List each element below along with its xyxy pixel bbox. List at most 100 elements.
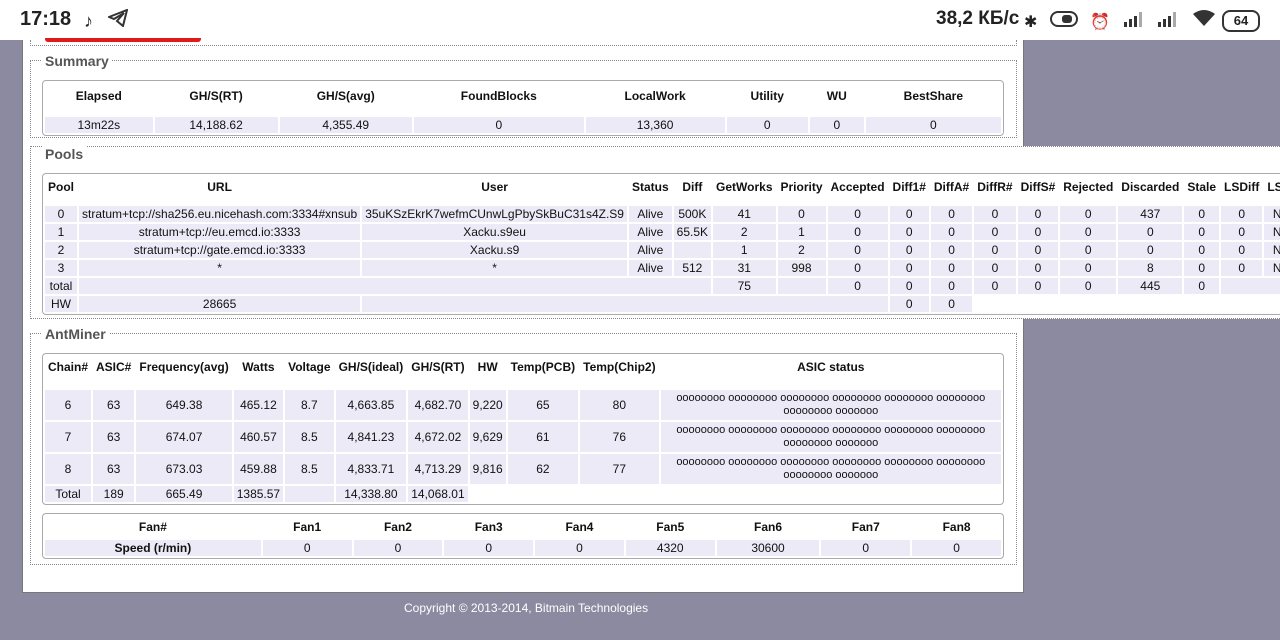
summary-cell: 14,188.62 <box>154 117 278 133</box>
pools-cell: 0 <box>1017 224 1059 240</box>
summary-cell: 0 <box>413 117 584 133</box>
pools-cell: 41 <box>713 206 776 222</box>
summary-header: FoundBlocks <box>460 89 537 103</box>
fan-speed-cell: 30600 <box>716 540 820 556</box>
pools-cell: 0 <box>930 224 973 240</box>
antminer-cell: 8.5 <box>285 422 334 452</box>
antminer-header: Temp(Chip2) <box>583 360 656 374</box>
fan-speed-cell: 0 <box>535 540 624 556</box>
pools-cell: Never <box>1264 260 1280 276</box>
summary-header: Utility <box>750 89 784 103</box>
antminer-header: Voltage <box>288 360 331 374</box>
table-row: 7 63 674.07 460.57 8.5 4,841.23 4,672.02 9,629 6… <box>45 422 1001 452</box>
pools-cell: 0 <box>974 242 1016 258</box>
pools-header: Accepted <box>830 180 885 194</box>
pools-cell: 1 <box>45 224 77 240</box>
pools-cell: 2 <box>45 242 77 258</box>
pools-header: LSDiff <box>1224 180 1260 194</box>
pools-header: Rejected <box>1063 180 1114 194</box>
telegram-icon <box>106 8 129 31</box>
pools-cell: 500K <box>673 206 712 222</box>
pools-cell: 0 <box>1221 224 1263 240</box>
pools-cell: 0 <box>974 206 1016 222</box>
table-row: Total 189 665.49 1385.57 14,338.80 14,06… <box>45 486 1001 502</box>
antminer-cell: 14,338.80 <box>335 486 407 502</box>
summary-header: BestShare <box>903 89 964 103</box>
pools-cell: 1 <box>713 242 776 258</box>
pools-cell: 2 <box>777 242 826 258</box>
pools-cell: Alive <box>628 206 672 222</box>
fan-speed-cell: 0 <box>444 540 534 556</box>
pools-cell: 0 <box>1060 206 1117 222</box>
pools-cell: 0 <box>827 206 888 222</box>
antminer-header: Frequency(avg) <box>139 360 229 374</box>
pools-cell: Alive <box>628 260 672 276</box>
table-row: 1 stratum+tcp://eu.emcd.io:3333 Xacku.s9eu… <box>45 224 1280 240</box>
pools-cell: 65.5K <box>673 224 712 240</box>
asic-status-cell: oooooooo oooooooo oooooooo oooooooo oooo… <box>660 454 1001 484</box>
pools-cell: Alive <box>628 224 672 240</box>
summary-cell: 0 <box>726 117 808 133</box>
pools-cell: 0 <box>1221 260 1263 276</box>
summary-cell: 4,355.49 <box>279 117 412 133</box>
signal-icon <box>1157 11 1179 32</box>
pools-cell: * <box>362 260 627 276</box>
pools-header: Stale <box>1187 180 1216 194</box>
fans-table: Fan# Fan1 Fan2 Fan3 Fan4 Fan5 Fan6 Fan7 Fan8 Spe… <box>42 513 1004 559</box>
fan-row-label: Speed (r/min) <box>45 540 261 556</box>
fan-speed-cell: 0 <box>821 540 911 556</box>
pools-cell: 0 <box>1184 278 1219 294</box>
table-row: 0 stratum+tcp://sha256.eu.nicehash.com:33… <box>45 206 1280 222</box>
antminer-cell: 673.03 <box>136 454 232 484</box>
pools-cell: 0 <box>1221 242 1263 258</box>
antminer-cell: 4,663.85 <box>335 390 407 420</box>
pools-cell: 2 <box>713 224 776 240</box>
table-row: 13m22s 14,188.62 4,355.49 0 13,360 0 0 0 <box>45 117 1001 133</box>
fan-header: Fan6 <box>753 520 782 534</box>
pools-hw-value: 28665 <box>79 296 361 312</box>
pools-cell: 0 <box>1184 242 1219 258</box>
pools-cell: Never <box>1264 224 1280 240</box>
pools-cell: Xacku.s9eu <box>362 224 627 240</box>
pools-cell: * <box>79 260 361 276</box>
antminer-total-label: Total <box>45 486 92 502</box>
antminer-cell: 9,220 <box>469 390 506 420</box>
pools-cell: 0 <box>827 242 888 258</box>
antminer-cell: 61 <box>507 422 579 452</box>
battery-indicator: 64 <box>1222 10 1260 32</box>
table-row: Speed (r/min) 0 0 0 0 4320 30600 0 0 <box>45 540 1001 556</box>
antminer-cell: 63 <box>93 454 135 484</box>
pools-header: Pool <box>48 180 74 194</box>
antminer-legend: AntMiner <box>42 326 109 342</box>
antminer-cell: 460.57 <box>233 422 284 452</box>
pools-cell: 0 <box>1184 224 1219 240</box>
antminer-cell: 8.5 <box>285 454 334 484</box>
antminer-header: ASIC# <box>96 360 132 374</box>
previous-section-edge <box>30 40 1017 46</box>
antminer-cell: 77 <box>580 454 659 484</box>
antminer-header: Temp(PCB) <box>510 360 576 374</box>
pools-cell: 1 <box>777 224 826 240</box>
tiktok-icon: ♪ <box>84 11 93 31</box>
fan-header: Fan1 <box>293 520 322 534</box>
pools-cell: 0 <box>889 278 929 294</box>
antminer-cell: 189 <box>93 486 135 502</box>
pools-header: URL <box>207 180 232 194</box>
pools-cell: stratum+tcp://eu.emcd.io:3333 <box>79 224 361 240</box>
pools-cell: 0 <box>1118 224 1183 240</box>
antminer-cell: 4,833.71 <box>335 454 407 484</box>
pools-cell: 0 <box>1060 242 1117 258</box>
pools-header: Diff1# <box>892 180 926 194</box>
pools-cell: 0 <box>1017 242 1059 258</box>
antminer-cell: 9,816 <box>469 454 506 484</box>
antminer-table: Chain# ASIC# Frequency(avg) Watts Voltage GH/… <box>42 353 1004 505</box>
antminer-cell: 459.88 <box>233 454 284 484</box>
pools-cell: 0 <box>45 206 77 222</box>
fan-header: Fan# <box>138 520 167 534</box>
pools-cell: 0 <box>1017 278 1059 294</box>
fan-header: Fan8 <box>942 520 971 534</box>
antminer-header: Watts <box>242 360 275 374</box>
pools-cell: 0 <box>827 224 888 240</box>
pools-cell: 512 <box>673 260 712 276</box>
pools-cell: 0 <box>1060 260 1117 276</box>
